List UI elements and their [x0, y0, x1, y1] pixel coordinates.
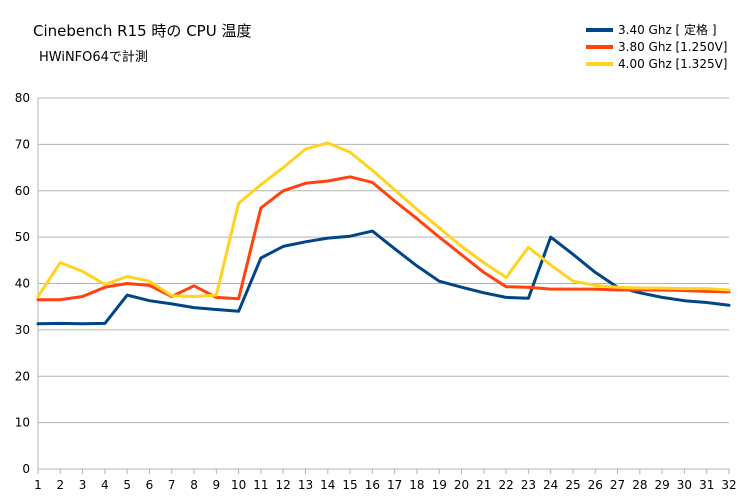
x-tick-label: 17 — [387, 478, 402, 492]
y-tick-label: 20 — [15, 369, 30, 383]
x-tick-label: 25 — [565, 478, 580, 492]
x-tick-label: 30 — [677, 478, 692, 492]
x-tick-label: 26 — [588, 478, 603, 492]
x-tick-label: 18 — [409, 478, 424, 492]
x-tick-label: 7 — [168, 478, 176, 492]
y-tick-label: 60 — [15, 184, 30, 198]
x-tick-label: 22 — [498, 478, 513, 492]
y-tick-label: 50 — [15, 230, 30, 244]
x-tick-label: 14 — [320, 478, 335, 492]
x-tick-label: 29 — [654, 478, 669, 492]
y-tick-label: 40 — [15, 277, 30, 291]
series-line-1 — [36, 229, 731, 326]
series-line-2 — [36, 175, 731, 302]
series-line-3 — [36, 141, 731, 298]
x-tick-label: 23 — [521, 478, 536, 492]
x-tick-label: 20 — [454, 478, 469, 492]
x-tick-label: 2 — [56, 478, 64, 492]
x-tick-label: 1 — [34, 478, 42, 492]
chart-subtitle: HWiNFO64で計測 — [39, 50, 148, 65]
x-tick-label: 9 — [213, 478, 221, 492]
x-tick-label: 4 — [101, 478, 109, 492]
x-tick-label: 19 — [432, 478, 447, 492]
x-tick-label: 28 — [632, 478, 647, 492]
x-tick-label: 31 — [699, 478, 714, 492]
x-tick-label: 12 — [276, 478, 291, 492]
y-tick-label: 30 — [15, 323, 30, 337]
x-tick-label: 27 — [610, 478, 625, 492]
x-tick-label: 32 — [721, 478, 736, 492]
legend-label-2: 3.80 Ghz [1.250V] — [618, 40, 727, 54]
y-tick-label: 0 — [22, 462, 30, 476]
legend-label-1: 3.40 Ghz [ 定格 ] — [618, 22, 717, 37]
x-tick-label: 11 — [253, 478, 268, 492]
legend-label-3: 4.00 Ghz [1.325V] — [618, 57, 727, 71]
x-tick-label: 21 — [476, 478, 491, 492]
x-tick-label: 10 — [231, 478, 246, 492]
chart-title: Cinebench R15 時の CPU 温度 — [33, 22, 252, 40]
x-tick-label: 3 — [79, 478, 87, 492]
y-tick-label: 70 — [15, 137, 30, 151]
x-tick-label: 13 — [298, 478, 313, 492]
x-tick-label: 5 — [123, 478, 131, 492]
x-tick-label: 8 — [190, 478, 198, 492]
x-tick-label: 24 — [543, 478, 558, 492]
y-tick-label: 10 — [15, 416, 30, 430]
x-tick-label: 6 — [146, 478, 154, 492]
x-tick-label: 15 — [342, 478, 357, 492]
y-tick-label: 80 — [15, 91, 30, 105]
x-tick-label: 16 — [365, 478, 380, 492]
